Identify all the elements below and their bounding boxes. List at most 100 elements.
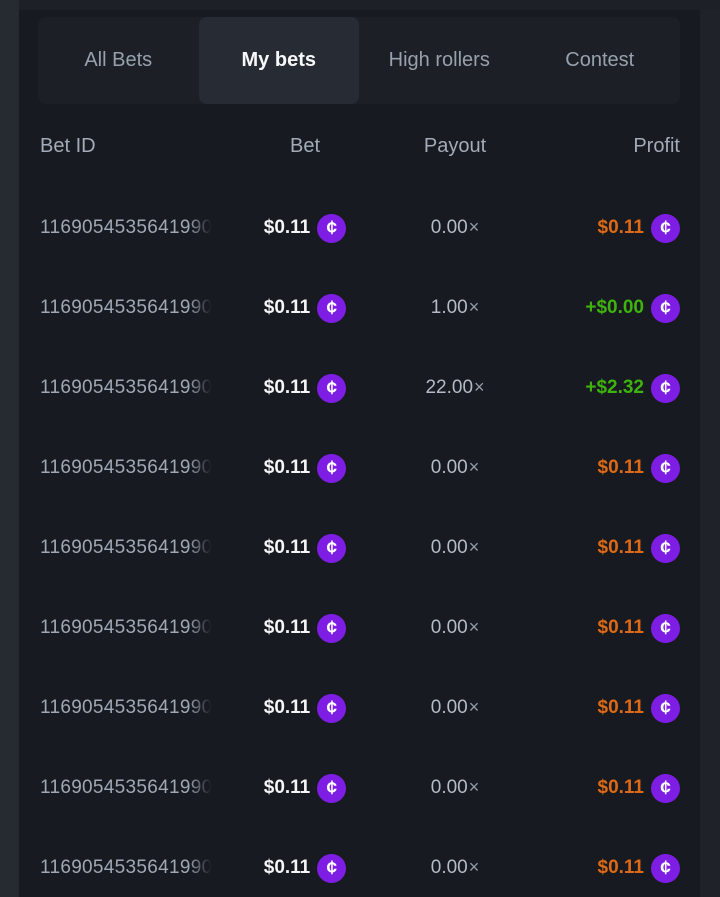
profit-amount: $0.11 — [597, 617, 645, 638]
payout-cell: 0.00× — [380, 537, 530, 559]
bet-id-cell: 1169054535641990 — [40, 777, 230, 799]
tab-high-rollers[interactable]: High rollers — [359, 17, 520, 104]
bet-id-value: 1169054535641990 — [40, 297, 213, 318]
coin-icon: ¢ — [651, 613, 680, 643]
profit-amount: $0.11 — [597, 857, 645, 878]
profit-amount: $0.11 — [597, 537, 645, 558]
bet-amount: $0.11 — [263, 457, 311, 478]
table-row[interactable]: 1169054535641990 $0.11 ¢ 1.00× +$0.00 ¢ — [38, 268, 680, 348]
coin-icon: ¢ — [317, 613, 347, 643]
multiply-symbol: × — [474, 377, 485, 397]
payout-multiplier: 1.00 — [430, 297, 468, 318]
tab-label: All Bets — [84, 49, 153, 71]
payout-cell: 0.00× — [380, 857, 530, 879]
table-header-row: Bet ID Bet Payout Profit — [38, 104, 680, 188]
multiply-symbol: × — [468, 457, 480, 477]
multiply-symbol: × — [468, 777, 480, 797]
bet-id-cell: 1169054535641990 — [40, 377, 230, 399]
bet-cell: $0.11 ¢ — [230, 453, 380, 483]
payout-multiplier: 0.00 — [430, 217, 468, 238]
multiply-symbol: × — [468, 537, 480, 557]
payout-multiplier: 0.00 — [430, 857, 468, 878]
coin-icon: ¢ — [317, 533, 347, 563]
payout-cell: 0.00× — [380, 777, 530, 799]
bet-amount: $0.11 — [263, 617, 311, 638]
bet-id-cell: 1169054535641990 — [40, 297, 230, 319]
profit-amount: $0.11 — [597, 777, 645, 798]
bet-id-cell: 1169054535641990 — [40, 617, 230, 639]
profit-amount: $0.11 — [597, 457, 645, 478]
page-background-top — [19, 0, 720, 10]
bet-id-cell: 1169054535641990 — [40, 537, 230, 559]
bet-id-cell: 1169054535641990 — [40, 457, 230, 479]
table-row[interactable]: 1169054535641990 $0.11 ¢ 0.00× $0.11 ¢ — [38, 828, 680, 897]
header-bet: Bet — [289, 134, 321, 157]
bet-amount: $0.11 — [263, 777, 311, 798]
payout-cell: 0.00× — [380, 217, 530, 239]
profit-cell: $0.11 ¢ — [530, 453, 680, 483]
bet-cell: $0.11 ¢ — [230, 853, 380, 883]
table-row[interactable]: 1169054535641990 $0.11 ¢ 0.00× $0.11 ¢ — [38, 508, 680, 588]
multiply-symbol: × — [468, 857, 480, 877]
coin-icon: ¢ — [651, 293, 680, 323]
profit-cell: +$0.00 ¢ — [530, 293, 680, 323]
bet-cell: $0.11 ¢ — [230, 293, 380, 323]
payout-cell: 1.00× — [380, 297, 530, 319]
tab-label: Contest — [565, 49, 635, 71]
profit-cell: $0.11 ¢ — [530, 773, 680, 803]
bet-id-value: 1169054535641990 — [40, 617, 213, 638]
bet-cell: $0.11 ¢ — [230, 533, 380, 563]
payout-multiplier: 0.00 — [430, 537, 468, 558]
bet-id-value: 1169054535641990 — [40, 457, 213, 478]
coin-icon: ¢ — [317, 373, 347, 403]
coin-icon: ¢ — [651, 213, 680, 243]
bets-tabbar: All Bets My bets High rollers Contest — [38, 17, 680, 104]
bet-id-cell: 1169054535641990 — [40, 697, 230, 719]
coin-icon: ¢ — [651, 453, 680, 483]
table-row[interactable]: 1169054535641990 $0.11 ¢ 0.00× $0.11 ¢ — [38, 668, 680, 748]
table-body: 0 ¢ × ¢ 1169054535641990 $0.11 ¢ 0 — [38, 188, 680, 897]
profit-cell: $0.11 ¢ — [530, 693, 680, 723]
bets-panel: All Bets My bets High rollers Contest Be… — [19, 10, 700, 897]
table-row[interactable]: 1169054535641990 $0.11 ¢ 0.00× $0.11 ¢ — [38, 588, 680, 668]
tab-label: My bets — [241, 49, 316, 71]
payout-multiplier: 22.00 — [425, 377, 474, 398]
bet-id-value: 1169054535641990 — [40, 777, 213, 798]
bet-amount: $0.11 — [263, 697, 311, 718]
header-payout: Payout — [423, 134, 487, 157]
multiply-symbol: × — [468, 697, 480, 717]
bet-cell: $0.11 ¢ — [230, 773, 380, 803]
tab-contest[interactable]: Contest — [520, 17, 681, 104]
coin-icon: ¢ — [317, 693, 347, 723]
profit-amount: +$0.00 — [585, 297, 644, 318]
profit-cell: +$2.32 ¢ — [530, 373, 680, 403]
tab-all-bets[interactable]: All Bets — [38, 17, 199, 104]
bet-amount: $0.11 — [263, 377, 311, 398]
bet-amount: $0.11 — [263, 297, 311, 318]
table-row[interactable]: 1169054535641990 $0.11 ¢ 0.00× $0.11 ¢ — [38, 428, 680, 508]
table-row[interactable]: 1169054535641990 $0.11 ¢ 22.00× +$2.32 ¢ — [38, 348, 680, 428]
payout-cell: 0.00× — [380, 457, 530, 479]
coin-icon: ¢ — [317, 213, 347, 243]
profit-cell: $0.11 ¢ — [530, 853, 680, 883]
bet-amount: $0.11 — [263, 857, 311, 878]
multiply-symbol: × — [468, 617, 480, 637]
table-row[interactable]: 1169054535641990 $0.11 ¢ 0.00× $0.11 ¢ — [38, 188, 680, 268]
tab-my-bets[interactable]: My bets — [198, 17, 359, 104]
bet-cell: $0.11 ¢ — [230, 213, 380, 243]
bet-id-value: 1169054535641990 — [40, 537, 213, 558]
bet-amount: $0.11 — [263, 537, 311, 558]
coin-icon: ¢ — [317, 773, 347, 803]
table-row[interactable]: 1169054535641990 $0.11 ¢ 0.00× $0.11 ¢ — [38, 748, 680, 828]
coin-icon: ¢ — [317, 453, 347, 483]
coin-icon: ¢ — [317, 293, 347, 323]
profit-amount: +$2.32 — [585, 377, 644, 398]
payout-multiplier: 0.00 — [430, 617, 468, 638]
coin-icon: ¢ — [317, 853, 347, 883]
bet-cell: $0.11 ¢ — [230, 373, 380, 403]
profit-amount: $0.11 — [597, 697, 645, 718]
payout-cell: 0.00× — [380, 617, 530, 639]
bet-cell: $0.11 ¢ — [230, 693, 380, 723]
payout-cell: 22.00× — [380, 377, 530, 399]
profit-amount: $0.11 — [597, 217, 645, 238]
